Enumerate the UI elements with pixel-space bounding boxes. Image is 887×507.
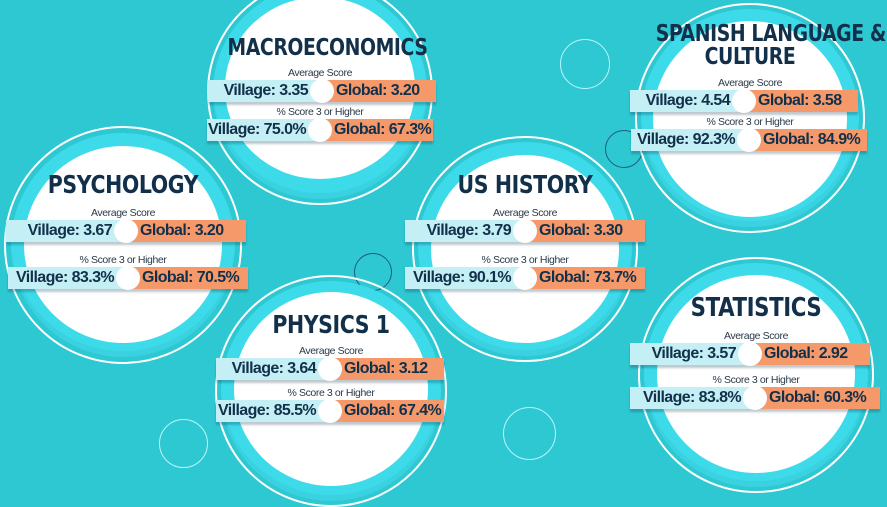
subject-badge-statistics: STATISTICS Average Score Village: 3.57 G… [630, 257, 880, 493]
global-average: Global: 3.58 [744, 90, 858, 112]
subject-badge-us-history: US HISTORY Average Score Village: 3.79 G… [405, 136, 645, 362]
pct-score-label: % Score 3 or Higher [276, 106, 364, 118]
global-average: Global: 3.20 [322, 80, 436, 102]
subject-badge-spanish: SPANISH LANGUAGE & CULTURE Average Score… [630, 3, 887, 233]
global-pct: Global: 67.4% [330, 400, 444, 422]
pct-score-label: % Score 3 or Higher [79, 254, 167, 266]
pct-score-bar: Village: 83.8% Global: 60.3% [630, 386, 880, 410]
subject-title-line2: CULTURE [704, 44, 796, 70]
pct-score-label: % Score 3 or Higher [712, 374, 800, 386]
village-pct: Village: 90.1% [405, 267, 525, 289]
divider-knob [738, 342, 762, 366]
village-pct: Village: 85.5% [216, 400, 330, 422]
village-average: Village: 3.64 [216, 358, 330, 380]
average-score-bar: Village: 3.79 Global: 3.30 [405, 219, 645, 243]
average-score-bar: Village: 3.67 Global: 3.20 [6, 219, 246, 243]
subject-title: STATISTICS [690, 293, 822, 323]
global-pct: Global: 70.5% [128, 267, 248, 289]
village-pct: Village: 83.8% [630, 387, 755, 409]
village-pct: Village: 83.3% [8, 267, 128, 289]
divider-knob [513, 219, 537, 243]
pct-score-bar: Village: 75.0% Global: 67.3% [207, 118, 433, 142]
global-pct: Global: 84.9% [749, 129, 867, 151]
decorative-circle [159, 419, 208, 468]
average-score-bar: Village: 3.35 Global: 3.20 [208, 79, 436, 103]
divider-knob [318, 399, 342, 423]
average-score-bar: Village: 3.57 Global: 2.92 [630, 342, 870, 366]
divider-knob [743, 386, 767, 410]
divider-knob [310, 79, 334, 103]
pct-score-label: % Score 3 or Higher [287, 387, 375, 399]
global-average: Global: 3.30 [525, 220, 645, 242]
divider-knob [737, 128, 761, 152]
subject-title: MACROECONOMICS [227, 35, 428, 61]
village-pct: Village: 75.0% [207, 119, 320, 141]
average-score-label: Average Score [90, 207, 156, 219]
pct-score-bar: Village: 92.3% Global: 84.9% [631, 128, 867, 152]
pct-score-label: % Score 3 or Higher [706, 116, 794, 128]
global-pct: Global: 67.3% [320, 119, 433, 141]
average-score-label: Average Score [717, 77, 783, 89]
village-average: Village: 3.57 [630, 343, 750, 365]
village-average: Village: 3.67 [6, 220, 126, 242]
subject-title: PHYSICS 1 [272, 310, 390, 339]
global-average: Global: 3.12 [330, 358, 444, 380]
subject-title-line1: SPANISH LANGUAGE & [655, 21, 887, 47]
global-pct: Global: 73.7% [525, 267, 645, 289]
divider-knob [318, 357, 342, 381]
average-score-label: Average Score [298, 345, 364, 357]
village-average: Village: 3.35 [208, 80, 322, 102]
pct-score-bar: Village: 90.1% Global: 73.7% [405, 266, 645, 290]
pct-score-bar: Village: 85.5% Global: 67.4% [216, 399, 444, 423]
average-score-bar: Village: 3.64 Global: 3.12 [216, 357, 444, 381]
subject-badge-psychology: PSYCHOLOGY Average Score Village: 3.67 G… [4, 126, 248, 364]
decorative-circle [560, 39, 610, 89]
divider-knob [732, 89, 756, 113]
village-pct: Village: 92.3% [631, 129, 749, 151]
decorative-circle [503, 407, 556, 460]
global-pct: Global: 60.3% [755, 387, 880, 409]
divider-knob [116, 266, 140, 290]
subject-title: PSYCHOLOGY [47, 170, 199, 199]
divider-knob [308, 118, 332, 142]
subject-badge-physics-1: PHYSICS 1 Average Score Village: 3.64 Gl… [215, 275, 447, 507]
average-score-bar: Village: 4.54 Global: 3.58 [630, 89, 858, 113]
divider-knob [114, 219, 138, 243]
global-average: Global: 3.20 [126, 220, 246, 242]
subject-badge-macroeconomics: MACROECONOMICS Average Score Village: 3.… [207, 0, 436, 205]
village-average: Village: 3.79 [405, 220, 525, 242]
average-score-label: Average Score [492, 207, 558, 219]
pct-score-label: % Score 3 or Higher [481, 254, 569, 266]
subject-title: US HISTORY [457, 170, 593, 199]
average-score-label: Average Score [287, 67, 353, 79]
divider-knob [513, 266, 537, 290]
village-average: Village: 4.54 [630, 90, 744, 112]
average-score-label: Average Score [723, 330, 789, 342]
pct-score-bar: Village: 83.3% Global: 70.5% [8, 266, 248, 290]
global-average: Global: 2.92 [750, 343, 870, 365]
